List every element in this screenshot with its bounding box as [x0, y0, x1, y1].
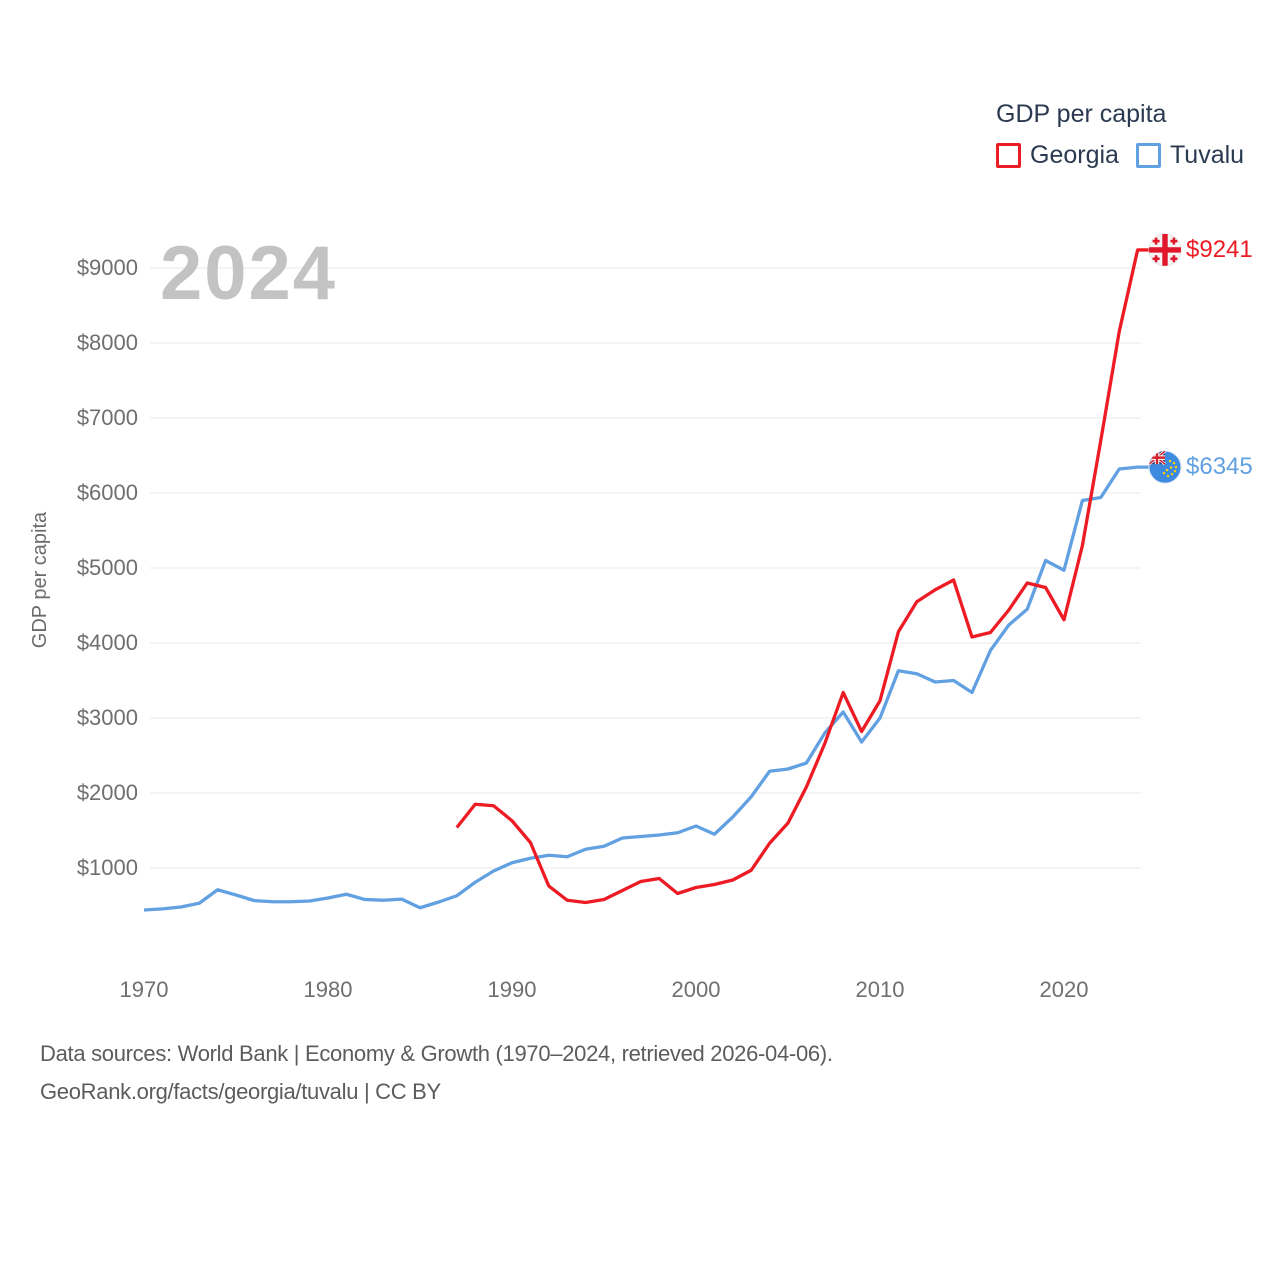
legend-title: GDP per capita	[996, 100, 1167, 128]
x-axis-tick: 1980	[303, 977, 353, 1002]
gridlines	[150, 267, 1141, 869]
y-axis-tick: $2000	[76, 780, 138, 805]
x-axis-tick: 2020	[1039, 977, 1089, 1002]
legend-label-tuvalu: Tuvalu	[1169, 140, 1245, 169]
source-line-2: GeoRank.org/facts/georgia/tuvalu | CC BY	[40, 1079, 441, 1104]
georgia-line-series	[455, 248, 1150, 905]
x-axis-tick: 1970	[119, 977, 169, 1002]
legend-item-georgia[interactable]: Georgia	[996, 141, 1119, 170]
legend: GDP per capita Georgia Tuvalu	[996, 100, 1261, 170]
series-lines	[143, 248, 1150, 912]
legend-item-tuvalu[interactable]: Tuvalu	[1135, 140, 1245, 170]
y-axis-tick: $1000	[76, 855, 138, 880]
y-axis-tick: $7000	[76, 405, 138, 430]
y-axis-tick: $6000	[76, 480, 138, 505]
tuvalu-line-series	[143, 465, 1150, 912]
x-axis-tick: 2010	[855, 977, 905, 1002]
georgia-swatch-icon	[996, 142, 1021, 168]
source-line-1: Data sources: World Bank | Economy & Gro…	[40, 1041, 833, 1066]
x-axis-tick: 1990	[487, 977, 537, 1002]
year-watermark: 2024	[160, 231, 338, 316]
tuvalu-flag-icon	[1148, 450, 1182, 484]
y-axis-tick: $4000	[76, 630, 138, 655]
y-axis-tick: $9000	[76, 255, 138, 280]
y-axis-tick: $8000	[76, 330, 138, 355]
legend-row: Georgia Tuvalu	[996, 141, 1261, 170]
y-axis-tick: $5000	[76, 555, 138, 580]
georgia-flag-icon	[1148, 233, 1182, 267]
x-axis-tick: 2000	[671, 977, 721, 1002]
tuvalu-swatch-icon	[1135, 142, 1161, 168]
y-axis-tick: $3000	[76, 705, 138, 730]
tuvalu-value-label: $6345	[1186, 453, 1253, 481]
georgia-value-label: $9241	[1186, 235, 1253, 263]
legend-label-georgia: Georgia	[1030, 140, 1119, 169]
